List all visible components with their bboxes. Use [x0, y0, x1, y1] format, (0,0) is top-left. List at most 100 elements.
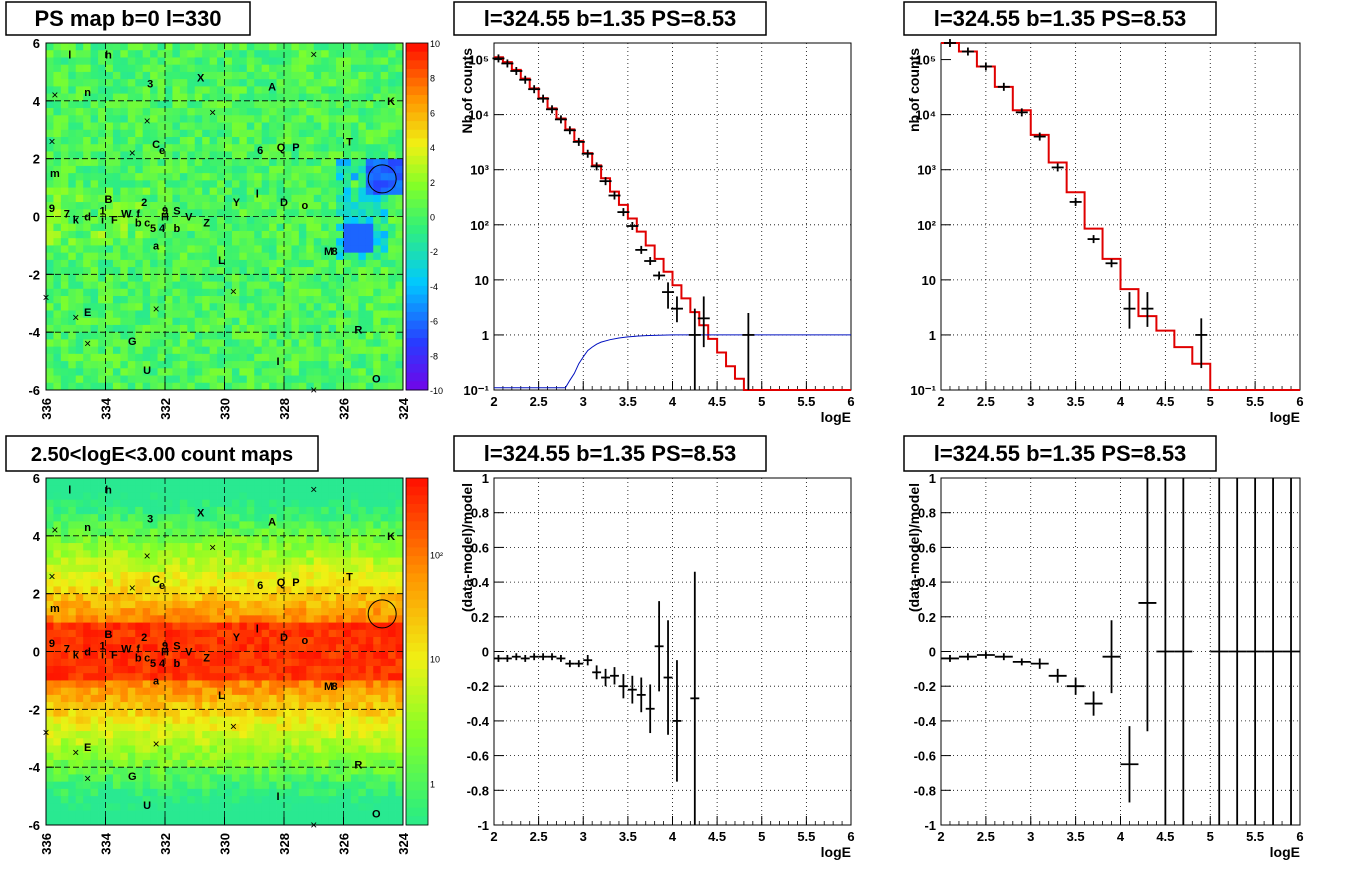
y-tick-label: -6 — [28, 383, 40, 398]
title-p1: PS map b=0 l=330 — [34, 6, 221, 31]
source-label: f — [136, 644, 140, 656]
source-label: 6 — [257, 580, 263, 592]
y-tick-label: 10⁴ — [468, 108, 489, 123]
y-tick-label: 10⁻¹ — [463, 383, 489, 398]
palette-label: 4 — [430, 143, 435, 153]
plot-frame — [493, 477, 852, 826]
source-label: o — [301, 635, 308, 647]
plot-p3: 2 2.5 3 3.5 4 4.5 5 5.5 6 10⁵ 10⁴ 10³ 10² 10 1 10⁻¹ logE… — [906, 39, 1304, 425]
source-label: 1 — [99, 206, 105, 218]
x-tick-label: 6 — [1296, 829, 1303, 844]
source-label: C — [152, 574, 160, 586]
source-cross: × — [310, 483, 317, 497]
source-cross: × — [310, 383, 317, 397]
x-tick-label: 334 — [99, 832, 114, 854]
y-tick-label: 0 — [33, 210, 40, 225]
x-tick-label: 4.5 — [1156, 829, 1174, 844]
source-label: 9 — [162, 206, 168, 218]
y-tick-label: 0.2 — [471, 610, 489, 625]
source-label: f — [136, 209, 140, 221]
title-p2: l=324.55 b=1.35 PS=8.53 — [484, 6, 737, 31]
source-label: 5 — [150, 658, 156, 670]
y-tick-label: 2 — [33, 587, 40, 602]
x-tick-label: 6 — [847, 394, 854, 409]
x-tick-label: 4 — [1117, 829, 1125, 844]
source-cross: × — [230, 720, 237, 734]
source-label: I — [277, 791, 280, 803]
source-label: h — [105, 50, 112, 62]
y-tick-label: 2 — [33, 152, 40, 167]
x-tick-label: 3 — [1027, 829, 1034, 844]
x-tick-label: 3 — [1027, 394, 1034, 409]
source-label: d — [84, 647, 91, 659]
source-label: 1 — [99, 641, 105, 653]
source-label: M — [324, 246, 333, 258]
x-tick-label: 4 — [669, 829, 677, 844]
source-label: Y — [233, 197, 241, 209]
x-tick-label: 5.5 — [797, 829, 815, 844]
y-tick-label: -4 — [28, 760, 40, 775]
source-label: a — [153, 675, 160, 687]
y-tick-label: 0.4 — [918, 575, 937, 590]
source-label: l — [68, 50, 71, 62]
y-tick-label: 10³ — [917, 163, 936, 178]
palette-label: 10 — [430, 654, 440, 664]
source-cross: × — [42, 725, 49, 739]
source-label: W — [121, 644, 132, 656]
source-label: H — [161, 212, 169, 224]
y-tick-label: 10⁵ — [915, 53, 936, 68]
palette-label: -8 — [430, 351, 438, 361]
source-label: a — [153, 240, 160, 252]
y-tick-label: 0.4 — [471, 575, 490, 590]
source-cross: × — [310, 48, 317, 62]
y-tick-label: 0 — [33, 645, 40, 660]
source-label: 5 — [150, 223, 156, 235]
source-label: 4 — [159, 658, 166, 670]
y-tick-label: 10³ — [470, 163, 489, 178]
y-tick-label: 0.6 — [471, 540, 489, 555]
source-label: b — [135, 217, 142, 229]
title-p4: 2.50<logE<3.00 count maps — [31, 444, 293, 466]
x-tick-label: 3.5 — [1067, 394, 1085, 409]
target-circle — [367, 164, 397, 194]
source-label: V — [185, 212, 193, 224]
source-label: 2 — [141, 197, 147, 209]
source-cross: × — [72, 746, 79, 760]
source-label: 7 — [64, 644, 70, 656]
palette-label: -6 — [430, 317, 438, 327]
palette-label: 2 — [430, 178, 435, 188]
source-cross: × — [153, 302, 160, 316]
y-tick-label: 0.6 — [918, 540, 936, 555]
source-label: G — [128, 771, 137, 783]
efficiency-line — [494, 334, 851, 389]
source-label: T — [346, 136, 353, 148]
source-cross: × — [144, 114, 151, 128]
y-tick-label: -0.2 — [467, 679, 489, 694]
source-label: O — [372, 373, 381, 385]
y-tick-label: 6 — [33, 471, 40, 486]
source-label: F — [111, 214, 118, 226]
x-tick-label: 5 — [1207, 394, 1214, 409]
x-tick-label: 3.5 — [1067, 829, 1085, 844]
x-tick-label: 330 — [218, 833, 233, 855]
x-axis-label: logE — [1270, 409, 1300, 425]
source-label: D — [280, 197, 288, 209]
x-tick-label: 5.5 — [797, 394, 815, 409]
x-tick-label: 6 — [1296, 394, 1303, 409]
y-tick-label: 0 — [929, 645, 936, 660]
source-label: Q — [277, 577, 286, 589]
source-label: K — [387, 531, 395, 543]
y-tick-label: 10⁵ — [468, 53, 489, 68]
x-tick-label: 5.5 — [1246, 829, 1264, 844]
source-label: O — [372, 808, 381, 820]
y-tick-label: -0.6 — [467, 749, 489, 764]
source-label: W — [121, 209, 132, 221]
x-tick-label: 328 — [277, 398, 292, 420]
palette-label: -4 — [430, 282, 438, 292]
x-tick-label: 5 — [758, 829, 765, 844]
title-box-p2: l=324.55 b=1.35 PS=8.53 — [453, 1, 767, 36]
title-box-p6: l=324.55 b=1.35 PS=8.53 — [903, 435, 1217, 472]
palette-label: -10 — [430, 386, 443, 396]
source-label: X — [197, 508, 205, 520]
y-axis-label: Nb of counts — [459, 48, 475, 134]
